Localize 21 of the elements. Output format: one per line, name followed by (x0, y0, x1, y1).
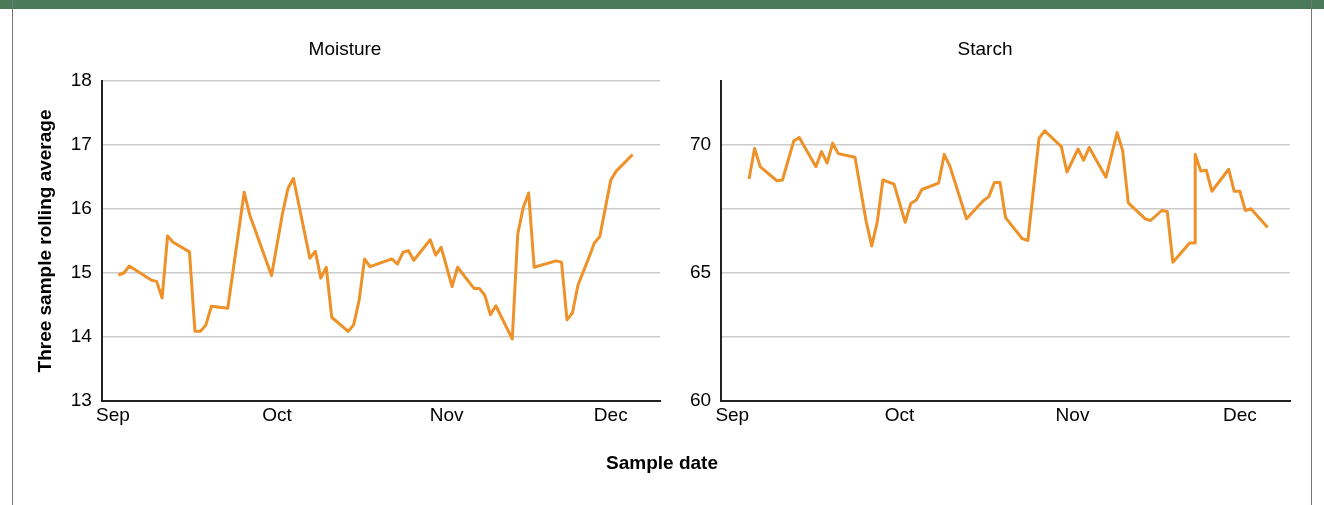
x-tick-label: Dec (1222, 403, 1257, 425)
x-tick-label: Sep (715, 403, 750, 425)
y-tick-label: 18 (70, 69, 92, 91)
y-tick-label: 13 (70, 389, 92, 411)
y-tick-label: 60 (689, 389, 712, 411)
y-tick-label: 17 (70, 133, 92, 155)
x-tick-label: Sep (95, 403, 130, 425)
y-tick-label: 70 (689, 133, 712, 155)
chart-title: Starch (957, 37, 1013, 59)
y-axis-title: Three sample rolling average (33, 109, 55, 373)
x-tick-label: Oct (262, 403, 293, 425)
x-axis-title: Sample date (605, 452, 719, 474)
x-tick-label: Nov (1055, 403, 1090, 425)
y-tick-label: 65 (689, 261, 712, 283)
y-tick-label: 15 (70, 261, 92, 283)
x-tick-label: Nov (429, 403, 465, 425)
chart-title: Moisture (308, 37, 382, 59)
x-tick-label: Dec (593, 403, 628, 425)
y-tick-label: 16 (70, 197, 92, 219)
x-tick-label: Oct (884, 403, 916, 425)
y-tick-label: 14 (70, 325, 93, 347)
